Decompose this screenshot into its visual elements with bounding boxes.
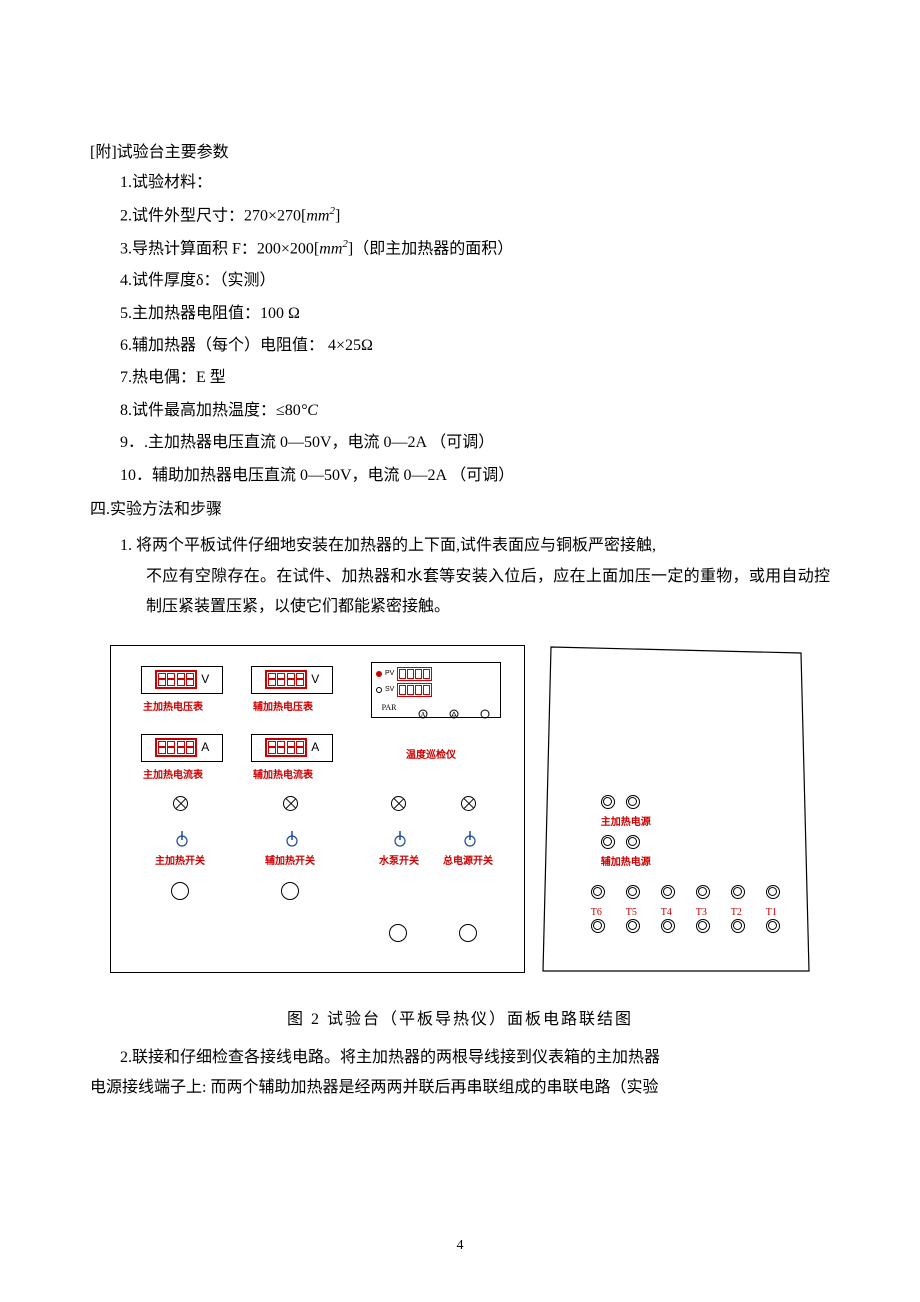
knob-icon <box>281 882 299 900</box>
terminal-icon <box>626 919 640 933</box>
param-7: 7.热电偶：E 型 <box>120 363 830 393</box>
lamp-icon <box>461 796 476 811</box>
terminal-icon <box>696 885 710 899</box>
lamp-icon <box>283 796 298 811</box>
step-2-line2: 电源接线端子上: 而两个辅助加热器是经两两并联后再串联组成的串联电路（实验 <box>90 1073 830 1103</box>
digit-display <box>265 670 308 689</box>
sv-led-icon <box>376 687 382 693</box>
param-2: 2.试件外型尺寸：270×270[mm2] <box>120 201 830 232</box>
section-4-heading: 四.实验方法和步骤 <box>90 495 830 525</box>
pv-led-icon <box>376 671 382 677</box>
terminal-icon <box>591 885 605 899</box>
param-3: 3.导热计算面积 F：200×200[mm2]（即主加热器的面积） <box>120 234 830 265</box>
lamp-icon <box>391 796 406 811</box>
param-9: 9．.主加热器电压直流 0—50V，电流 0—2A （可调） <box>120 428 830 458</box>
panel-diagram: V 主加热电压表 V 辅加热电压表 PV SV PAR A <box>110 645 810 973</box>
terminal-icon <box>766 919 780 933</box>
appendix-heading: [附]试验台主要参数 <box>90 138 830 168</box>
digit-display <box>265 738 308 757</box>
terminal-icon <box>731 919 745 933</box>
control-panel-left: V 主加热电压表 V 辅加热电压表 PV SV PAR A <box>110 645 525 973</box>
param-10: 10．辅助加热器电压直流 0—50V，电流 0—2A （可调） <box>120 461 830 491</box>
main-current-label: 主加热电流表 <box>143 766 203 785</box>
main-voltage-meter: V <box>141 666 223 694</box>
terminal-icon <box>696 919 710 933</box>
terminal-icon <box>766 885 780 899</box>
switch-icon <box>175 831 187 845</box>
page-number: 4 <box>0 1233 920 1260</box>
main-voltage-label: 主加热电压表 <box>143 698 203 717</box>
terminal-icon <box>626 835 640 849</box>
param-1: 1.试验材料： <box>120 168 830 198</box>
temp-buttons: PAR A <box>376 700 496 730</box>
sv-display <box>397 683 432 697</box>
terminal-panel-right: 主加热电源 辅加热电源 T6 T5 T4 T3 T2 T1 <box>541 645 810 973</box>
main-current-meter: A <box>141 734 223 762</box>
step-1-line1: 1. 将两个平板试件仔细地安装在加热器的上下面,试件表面应与铜板严密接触, <box>90 531 830 561</box>
pump-switch-label: 水泵开关 <box>379 852 419 871</box>
figure-caption: 图 2 试验台（平板导热仪）面板电路联结图 <box>90 1005 830 1035</box>
main-heat-switch-label: 主加热开关 <box>155 852 205 871</box>
triangle-icon <box>449 700 459 730</box>
aux-voltage-label: 辅加热电压表 <box>253 698 313 717</box>
aux-current-meter: A <box>251 734 333 762</box>
knob-icon <box>171 882 189 900</box>
switch-icon <box>285 831 297 845</box>
terminal-icon <box>626 795 640 809</box>
main-power-switch-label: 总电源开关 <box>443 852 493 871</box>
aux-current-label: 辅加热电流表 <box>253 766 313 785</box>
sv-label: SV <box>385 683 394 696</box>
param-4: 4.试件厚度δ：（实测） <box>120 266 830 296</box>
pv-display <box>397 667 432 681</box>
aux-heat-switch-label: 辅加热开关 <box>265 852 315 871</box>
svg-text:A: A <box>420 711 425 719</box>
digit-display <box>155 670 198 689</box>
knob-icon <box>459 924 477 942</box>
terminal-icon <box>591 919 605 933</box>
terminal-icon <box>661 885 675 899</box>
switch-icon <box>393 831 405 845</box>
aux-voltage-meter: V <box>251 666 333 694</box>
aux-power-label: 辅加热电源 <box>601 853 651 872</box>
param-5: 5.主加热器电阻值：100 Ω <box>120 299 830 329</box>
param-list: 1.试验材料： 2.试件外型尺寸：270×270[mm2] 3.导热计算面积 F… <box>90 168 830 491</box>
switch-icon <box>463 831 475 845</box>
pv-label: PV <box>385 667 394 680</box>
temp-inspector-label: 温度巡检仪 <box>406 746 456 765</box>
temp-inspector: PV SV PAR A <box>371 662 501 718</box>
terminal-icon <box>731 885 745 899</box>
knob-icon <box>389 924 407 942</box>
step-2-line1: 2.联接和仔细检查各接线电路。将主加热器的两根导线接到仪表箱的主加热器 <box>90 1043 830 1073</box>
param-6: 6.辅加热器（每个）电阻值： 4×25Ω <box>120 331 830 361</box>
circle-a-icon: A <box>418 700 428 730</box>
terminal-icon <box>601 835 615 849</box>
lamp-icon <box>173 796 188 811</box>
param-8: 8.试件最高加热温度：≤80°C <box>120 396 830 426</box>
step-1-body: 不应有空隙存在。在试件、加热器和水套等安装入位后，应在上面加压一定的重物，或用自… <box>90 562 830 623</box>
circle-icon <box>480 700 490 730</box>
par-button: PAR <box>382 700 397 730</box>
terminal-icon <box>626 885 640 899</box>
terminal-icon <box>661 919 675 933</box>
main-power-label: 主加热电源 <box>601 813 651 832</box>
digit-display <box>155 738 198 757</box>
terminal-icon <box>601 795 615 809</box>
